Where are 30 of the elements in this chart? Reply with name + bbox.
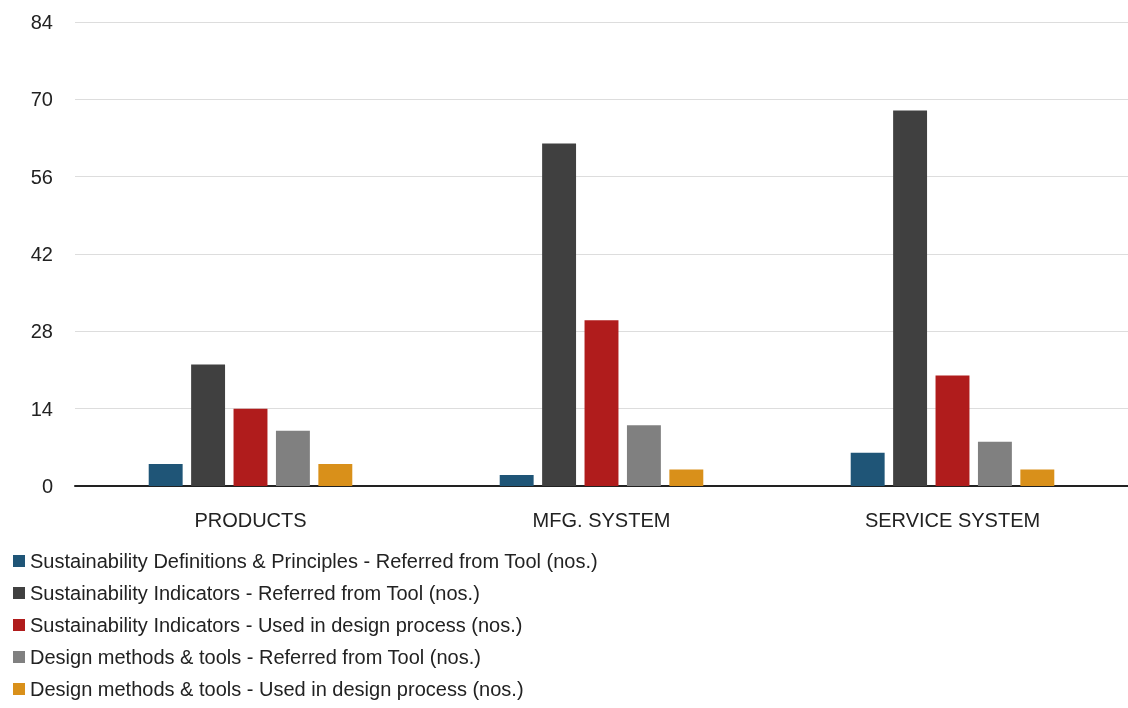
legend-label: Design methods & tools - Referred from Tool (nos.) [30, 646, 481, 668]
legend-label: Sustainability Indicators - Used in design process (nos.) [30, 614, 523, 636]
y-tick-label: 14 [30, 397, 53, 420]
bar [626, 425, 661, 486]
y-tick-label: 84 [30, 11, 53, 33]
bar [191, 364, 226, 486]
legend-label: Design methods & tools - Used in design process (nos.) [30, 678, 524, 700]
y-tick-label: 0 [41, 475, 53, 497]
bar [275, 430, 310, 486]
bar [850, 452, 885, 486]
x-tick-label: PRODUCTS [194, 509, 307, 531]
y-tick-label: 28 [30, 320, 53, 343]
x-tick-label: MFG. SYSTEM [532, 509, 671, 531]
bar [669, 469, 704, 486]
y-tick-label: 70 [30, 88, 53, 111]
bar [148, 463, 183, 486]
legend-label: Sustainability Indicators - Referred from Tool (nos.) [30, 582, 480, 604]
legend-label: Sustainability Definitions & Principles - Referred from Tool (nos.) [30, 550, 598, 572]
y-tick-label: 56 [30, 165, 53, 188]
bar [1020, 469, 1055, 486]
bar [499, 474, 534, 486]
bar [935, 375, 970, 486]
bar [893, 110, 928, 486]
x-tick-label: SERVICE SYSTEM [864, 509, 1041, 531]
bar [542, 143, 577, 486]
bar [318, 463, 353, 486]
bar [584, 320, 619, 486]
bar [977, 441, 1012, 486]
y-tick-label: 42 [30, 243, 53, 265]
bar [233, 408, 268, 486]
